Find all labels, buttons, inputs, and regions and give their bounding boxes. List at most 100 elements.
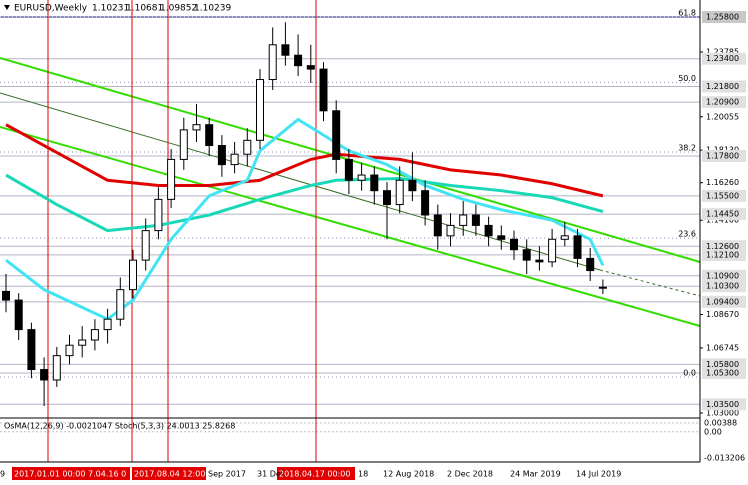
header-value: 1.09852 xyxy=(160,4,197,14)
candle-body xyxy=(90,329,99,341)
y-tick-label: 1.08670 xyxy=(706,310,739,319)
header-value: 1.10681 xyxy=(126,4,163,14)
level-label: 1.15500 xyxy=(706,191,739,200)
candle-body xyxy=(408,179,417,192)
candle-body xyxy=(344,158,353,181)
candle-body xyxy=(78,339,87,346)
candle-body xyxy=(230,153,239,166)
level-label: 1.25800 xyxy=(706,13,739,22)
trend-line xyxy=(0,126,701,327)
candle-body xyxy=(103,318,112,331)
candle-body xyxy=(357,174,366,181)
y-tick-label: 1.03000 xyxy=(706,408,739,417)
candle-body xyxy=(167,158,176,200)
candle-body xyxy=(497,235,506,240)
time-highlight xyxy=(277,467,355,480)
osc-tick-label: 0.00 xyxy=(704,427,722,436)
time-label: 14 Jul 2019 xyxy=(576,470,621,479)
time-highlight xyxy=(12,467,130,480)
time-highlight xyxy=(132,467,206,480)
moving-average xyxy=(5,117,605,321)
candle-body xyxy=(573,235,582,259)
moving-average xyxy=(5,173,604,233)
level-label: 1.12600 xyxy=(706,242,739,251)
level-label: 1.09400 xyxy=(706,297,739,306)
level-label-box xyxy=(702,52,746,65)
y-tick-label: 1.06745 xyxy=(706,343,739,352)
y-tick-label: 1.20055 xyxy=(706,112,739,121)
level-label-box xyxy=(702,80,746,93)
y-tick-label: 1.23785 xyxy=(706,48,739,57)
level-label-box xyxy=(702,248,746,261)
y-tick-label: 1.16260 xyxy=(706,178,739,187)
candle-body xyxy=(14,299,23,331)
level-label: 1.20900 xyxy=(706,98,739,107)
level-label-box xyxy=(702,280,746,293)
candle-body xyxy=(383,190,391,206)
time-label: 9 xyxy=(0,470,5,479)
candle-body xyxy=(141,230,150,261)
fib-label: 61.8 xyxy=(678,9,696,18)
osc-tick-label: -0.013206 xyxy=(704,454,745,463)
candle-body xyxy=(598,286,607,289)
fib-label: 50.0 xyxy=(678,74,696,83)
time-label: 18 xyxy=(358,470,368,479)
level-label: 1.10300 xyxy=(706,282,739,291)
candle-body xyxy=(268,44,277,81)
candle-body xyxy=(256,79,264,141)
candle-body xyxy=(27,329,36,371)
trend-line xyxy=(599,269,701,297)
candle-body xyxy=(65,344,74,357)
candle-body xyxy=(294,54,303,67)
level-label-box xyxy=(702,11,746,24)
level-label: 1.14450 xyxy=(706,210,739,219)
time-label: 12 Aug 2018 xyxy=(383,470,434,479)
level-label-box xyxy=(702,149,746,162)
candle-body xyxy=(179,129,188,160)
candle-body xyxy=(319,68,328,112)
candle-body xyxy=(395,179,404,206)
level-label-box xyxy=(702,189,746,202)
level-label: 1.21800 xyxy=(706,82,739,91)
candle-body xyxy=(332,110,341,160)
level-label-box xyxy=(702,208,746,221)
level-label: 1.05300 xyxy=(706,369,739,378)
candle-body xyxy=(2,290,10,301)
y-tick-label: 1.14100 xyxy=(706,216,739,225)
symbol: EURUSD,Weekly xyxy=(14,4,88,14)
fib-label: 0.0 xyxy=(683,369,696,378)
time-label: 24 Mar 2019 xyxy=(510,470,561,479)
time-label: 2017.08.04 12:00 xyxy=(134,470,205,479)
time-label: Sep 2017 xyxy=(208,470,246,479)
header-value: 1.10239 xyxy=(194,4,231,14)
candle-body xyxy=(471,214,480,226)
candle-body xyxy=(586,257,595,272)
candle-body xyxy=(459,214,468,226)
candle-body xyxy=(116,289,125,320)
level-label-box xyxy=(702,96,746,109)
candle-body xyxy=(421,190,430,216)
header-icon xyxy=(4,5,10,10)
level-label: 1.05800 xyxy=(706,360,739,369)
candle-body xyxy=(243,139,252,155)
time-label: 2017.01.01 00:00 xyxy=(14,470,85,479)
moving-average xyxy=(5,123,604,198)
level-label-box xyxy=(702,367,746,380)
time-label: 7.04.16 0 xyxy=(88,470,126,479)
osc-tick-label: 0.00388 xyxy=(704,418,737,427)
candle-body xyxy=(154,198,163,232)
level-label-box xyxy=(702,398,746,411)
header-value: 1.10231 xyxy=(92,4,129,14)
candle-body xyxy=(192,124,201,131)
candle-body xyxy=(370,174,379,192)
candle-body xyxy=(446,224,455,237)
level-label: 1.10900 xyxy=(706,271,739,280)
fib-label: 38.2 xyxy=(678,143,696,152)
level-label: 1.17800 xyxy=(706,151,739,160)
oscillator-label: OsMA(12,26,9) -0.0021047 Stoch(5,3,3) 24… xyxy=(4,422,235,431)
fib-label: 23.6 xyxy=(678,230,696,239)
candle-body xyxy=(281,44,290,56)
candle-body xyxy=(306,65,315,70)
trend-line xyxy=(0,92,601,271)
